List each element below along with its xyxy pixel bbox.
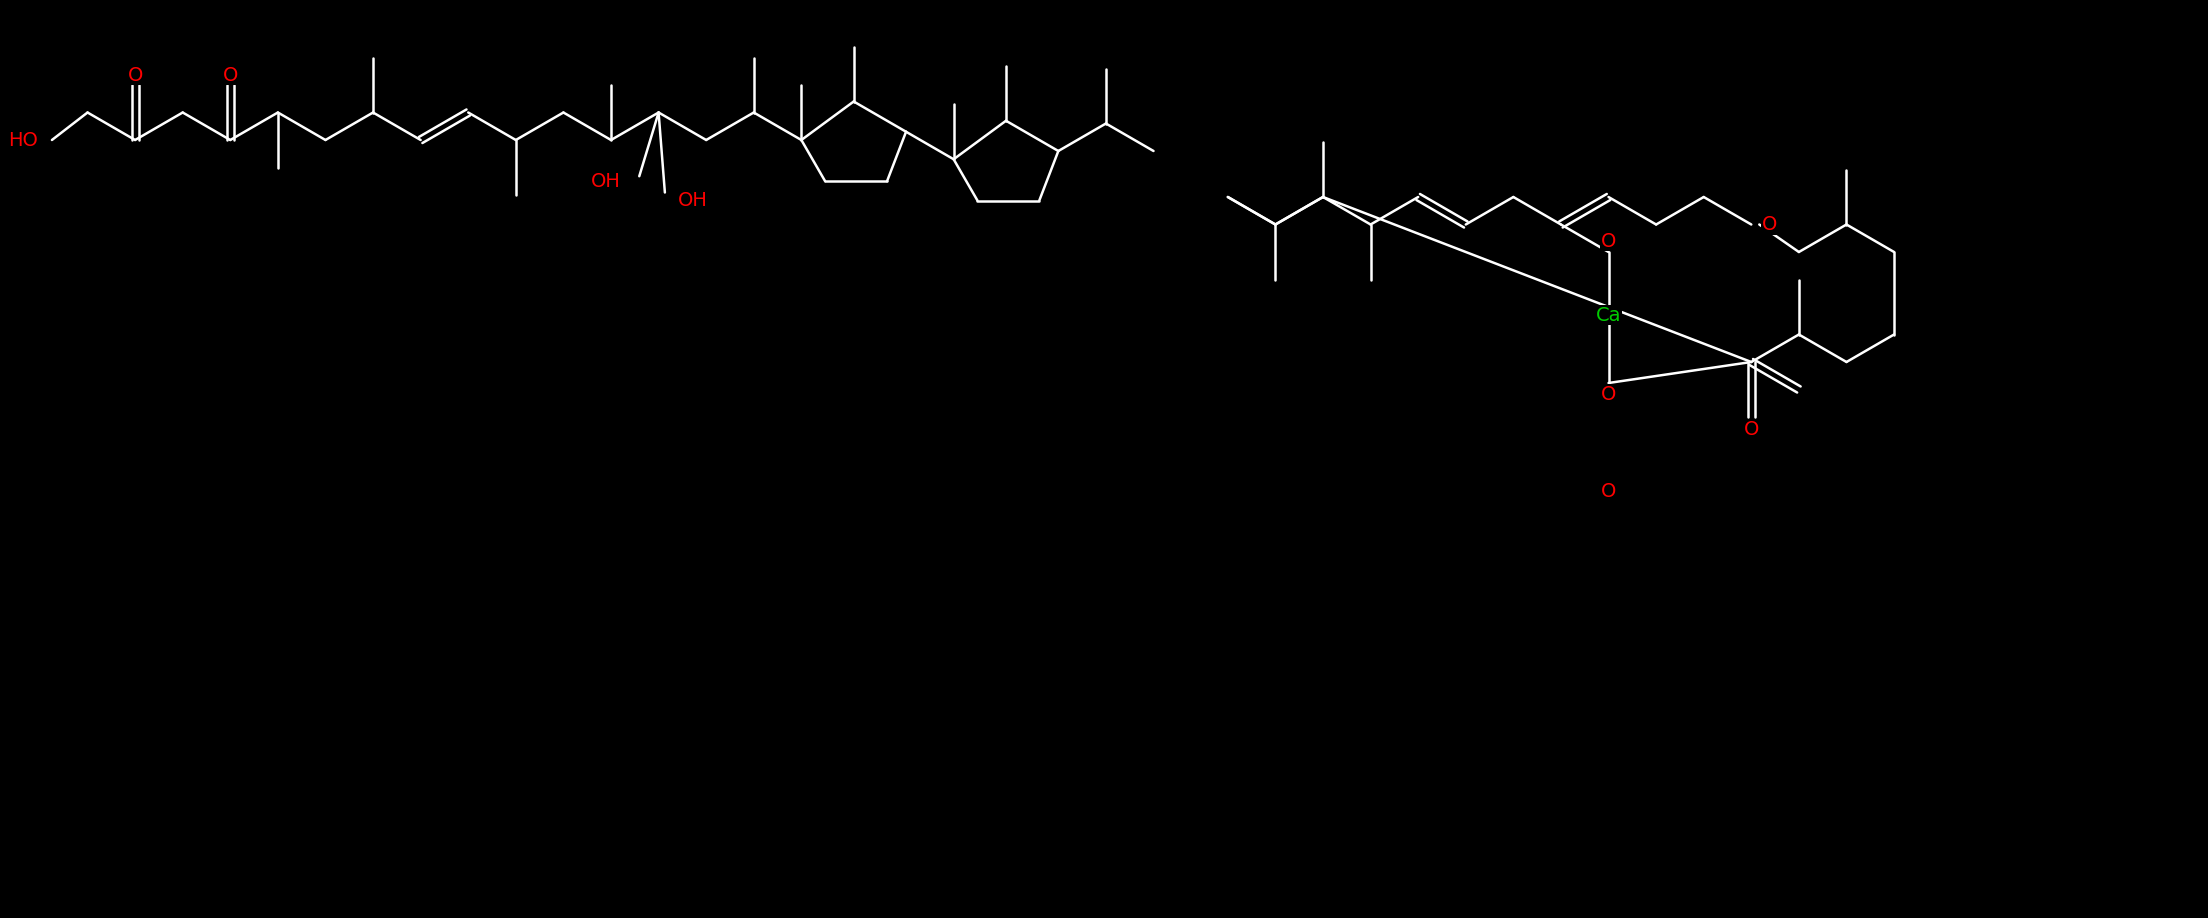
Text: Ca: Ca [1596, 306, 1621, 324]
Text: O: O [223, 65, 238, 84]
Text: O: O [1601, 482, 1616, 500]
Text: O: O [1601, 385, 1616, 404]
Text: O: O [1601, 231, 1616, 251]
Text: OH: OH [678, 191, 709, 210]
Text: OH: OH [590, 172, 620, 191]
Text: O: O [1744, 420, 1760, 439]
Text: HO: HO [9, 130, 38, 150]
Text: O: O [1762, 215, 1777, 234]
Text: O: O [128, 65, 144, 84]
